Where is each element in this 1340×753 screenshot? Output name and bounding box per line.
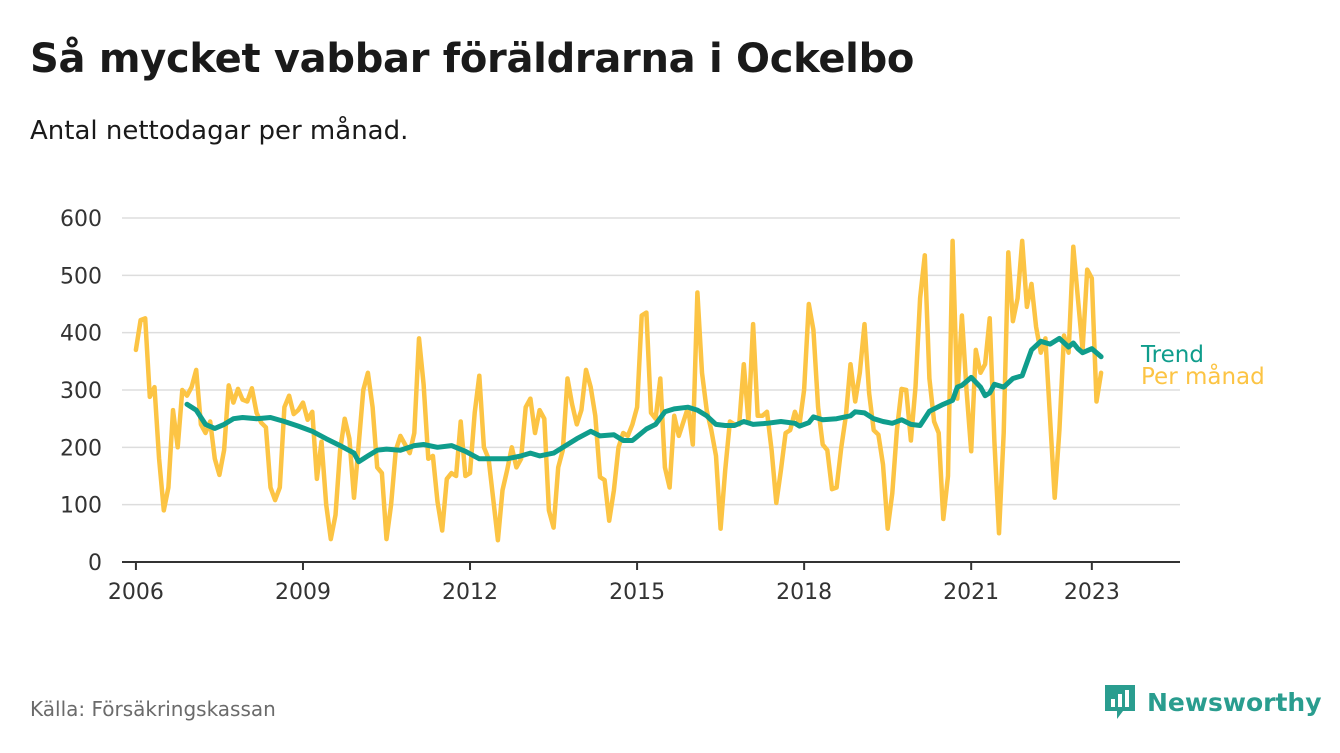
chart-subtitle: Antal nettodagar per månad. [30,116,409,146]
y-tick-label: 100 [60,494,102,519]
y-tick-label: 400 [60,322,102,347]
y-tick-label: 200 [60,436,102,461]
x-tick-label: 2021 [943,580,999,605]
brand-logo[interactable]: Newsworthy [1103,683,1322,721]
x-tick-label: 2023 [1064,580,1120,605]
newsworthy-logo-icon [1105,685,1135,719]
brand-name: Newsworthy [1147,687,1322,717]
x-tick-label: 2012 [442,580,498,605]
chart-title: Så mycket vabbar föräldrarna i Ockelbo [30,36,915,82]
y-axis-ticks: 0 100 200 300 400 500 600 [60,207,102,576]
trend-series-line [184,335,1104,465]
y-tick-label: 500 [60,264,102,289]
x-tick-label: 2015 [609,580,665,605]
series-lines [133,238,1104,543]
y-tick-label: 300 [60,379,102,404]
trend-series-label: Trend [1140,342,1204,368]
monthly-series-label: Per månad [1141,362,1265,390]
monthly-series-line [133,238,1104,543]
x-tick-label: 2006 [108,580,164,605]
x-tick-label: 2009 [275,580,331,605]
x-axis-ticks: 2006 2009 2012 2015 2018 2021 2023 [108,561,1180,605]
x-tick-label: 2018 [776,580,832,605]
y-tick-label: 600 [60,207,102,232]
y-tick-label: 0 [88,551,102,576]
source-note: Källa: Försäkringskassan [30,697,276,721]
